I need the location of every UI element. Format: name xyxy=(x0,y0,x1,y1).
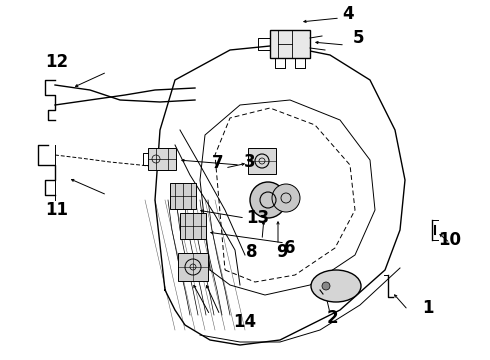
FancyBboxPatch shape xyxy=(270,30,310,58)
FancyBboxPatch shape xyxy=(178,253,208,281)
Text: 14: 14 xyxy=(233,313,257,331)
Text: 2: 2 xyxy=(326,309,338,327)
Text: 1: 1 xyxy=(422,299,434,317)
Circle shape xyxy=(322,282,330,290)
FancyBboxPatch shape xyxy=(248,148,276,174)
Text: 7: 7 xyxy=(212,154,224,172)
Text: 5: 5 xyxy=(352,29,364,47)
Text: 3: 3 xyxy=(244,153,256,171)
Text: 11: 11 xyxy=(46,201,69,219)
FancyBboxPatch shape xyxy=(170,183,196,209)
Text: 12: 12 xyxy=(46,53,69,71)
FancyBboxPatch shape xyxy=(148,148,176,170)
Text: 9: 9 xyxy=(276,243,288,261)
Text: 10: 10 xyxy=(439,231,462,249)
Ellipse shape xyxy=(311,270,361,302)
FancyBboxPatch shape xyxy=(180,213,206,239)
FancyBboxPatch shape xyxy=(266,195,288,205)
Text: 8: 8 xyxy=(246,243,258,261)
Circle shape xyxy=(250,182,286,218)
Text: 6: 6 xyxy=(284,239,296,257)
Text: 13: 13 xyxy=(246,209,270,227)
Circle shape xyxy=(272,184,300,212)
Text: 4: 4 xyxy=(342,5,354,23)
